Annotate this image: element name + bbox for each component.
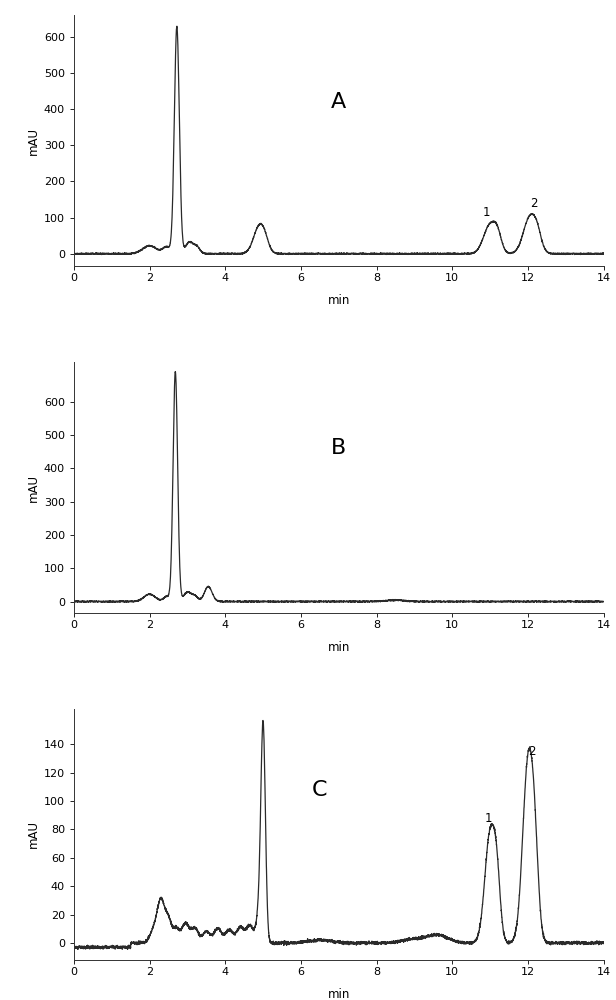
Text: min: min <box>328 641 350 654</box>
Text: 1: 1 <box>482 206 490 219</box>
Text: 2: 2 <box>528 745 535 758</box>
Text: A: A <box>331 92 346 112</box>
Text: C: C <box>312 780 328 800</box>
Text: min: min <box>328 988 350 1000</box>
Text: 2: 2 <box>530 197 537 210</box>
Text: 1: 1 <box>485 812 492 825</box>
Text: B: B <box>331 438 346 458</box>
Y-axis label: mAU: mAU <box>26 127 39 155</box>
Text: min: min <box>328 294 350 307</box>
Y-axis label: mAU: mAU <box>26 474 39 502</box>
Y-axis label: mAU: mAU <box>26 820 39 848</box>
